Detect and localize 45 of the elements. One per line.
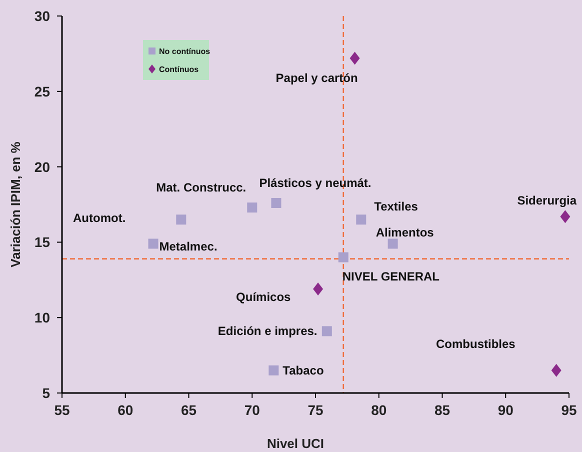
annotation: NIVEL GENERAL — [342, 269, 440, 284]
point — [388, 238, 398, 249]
annotation: Mat. Construcc. — [156, 180, 246, 195]
x-tick-label: 75 — [308, 402, 324, 418]
y-tick-label: 20 — [34, 158, 50, 175]
x-tick-label: 65 — [180, 402, 197, 418]
point — [176, 214, 186, 225]
point — [356, 214, 366, 225]
annotation: Alimentos — [376, 226, 434, 240]
point — [322, 326, 332, 336]
legend-label: No contínuos — [159, 47, 211, 56]
point — [271, 198, 282, 208]
point — [338, 252, 348, 262]
point — [551, 364, 562, 377]
x-tick-label: 90 — [498, 402, 514, 418]
y-tick-label: 5 — [42, 385, 50, 401]
y-axis-title: Variación IPIM, en % — [8, 141, 23, 268]
point — [350, 52, 360, 65]
annotation: Textiles — [374, 200, 418, 214]
annotation: Combustibles — [436, 337, 516, 351]
x-tick-label: 95 — [561, 402, 577, 418]
x-tick-label: 70 — [244, 402, 260, 418]
x-tick-label: 85 — [434, 402, 450, 418]
annotation: Siderurgia — [517, 194, 577, 208]
annotation: Químicos — [236, 290, 292, 304]
annotation: Edición e impres. — [218, 324, 318, 338]
point — [313, 282, 324, 296]
point — [247, 202, 258, 213]
annotation: Automot. — [73, 211, 126, 225]
x-tick-label: 55 — [54, 402, 70, 418]
legend-label: Contínuos — [159, 65, 200, 74]
x-tick-label: 80 — [371, 402, 387, 418]
point — [148, 238, 158, 249]
point — [268, 365, 279, 376]
x-tick-label: 60 — [118, 402, 134, 418]
y-tick-label: 10 — [34, 310, 50, 326]
y-tick-label: 15 — [34, 234, 50, 250]
x-axis-title: Nivel UCI — [266, 436, 324, 451]
annotation: Metalmec. — [159, 240, 218, 254]
annotation: Papel y cartón — [276, 71, 358, 86]
y-tick-label: 30 — [34, 8, 50, 24]
y-tick-label: 25 — [34, 83, 50, 100]
point — [560, 210, 570, 224]
annotation: Tabaco — [282, 363, 324, 378]
annotation: Plásticos y neumát. — [259, 176, 372, 190]
